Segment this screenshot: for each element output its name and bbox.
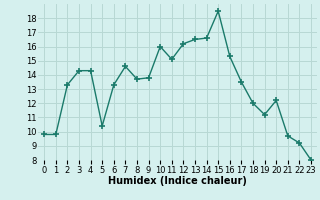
X-axis label: Humidex (Indice chaleur): Humidex (Indice chaleur) — [108, 176, 247, 186]
